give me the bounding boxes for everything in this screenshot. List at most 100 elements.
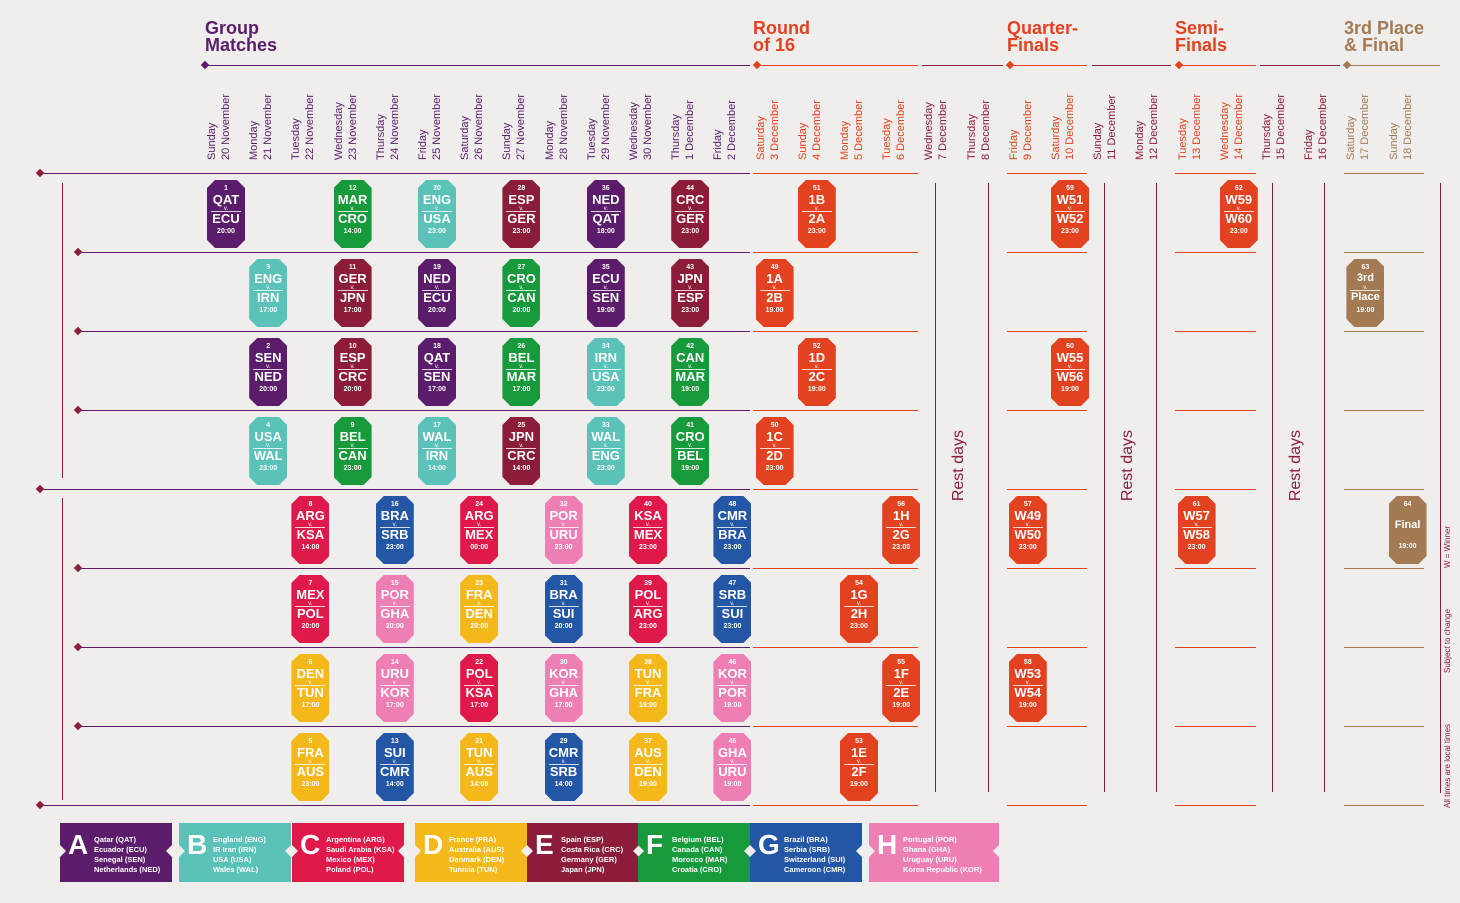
match-card[interactable]: 47 SRB v. SUI 23:00 <box>713 575 752 643</box>
group-letter: B <box>187 829 208 860</box>
day-name: Sunday <box>796 122 809 160</box>
match-card[interactable]: 41 CRO v. BEL 19:00 <box>671 417 710 485</box>
match-card[interactable]: 34 IRN v. USA 23:00 <box>586 338 625 406</box>
match-card[interactable]: 11 GER v. JPN 17:00 <box>333 259 372 327</box>
match-card[interactable]: 57 W49 v. W50 23:00 <box>1008 496 1047 564</box>
match-card[interactable]: 58 W53 v. W54 19:00 <box>1008 654 1047 722</box>
match-card[interactable]: 15 POR v. GHA 20:00 <box>375 575 414 643</box>
match-card[interactable]: 60 W55 v. W56 19:00 <box>1051 338 1089 406</box>
match-card[interactable]: 49 1A v. 2B 19:00 <box>755 259 794 327</box>
team-away: MEX <box>465 527 494 542</box>
match-card[interactable]: 56 1H v. 2G 23:00 <box>882 496 921 564</box>
match-number: 48 <box>728 501 737 508</box>
match-card[interactable]: 2 SEN v. NED 20:00 <box>249 338 288 406</box>
day-name: Wednesday <box>923 102 936 160</box>
kickoff-time: 17:00 <box>428 386 446 393</box>
versus-mark: v. <box>548 680 579 686</box>
row-divider <box>753 726 918 727</box>
match-card[interactable]: 21 TUN v. AUS 14:00 <box>460 733 499 801</box>
match-card[interactable]: 27 CRO v. CAN 20:00 <box>502 259 541 327</box>
match-card[interactable]: 17 WAL v. IRN 14:00 <box>418 417 456 485</box>
match-number: 52 <box>812 343 821 350</box>
match-card[interactable]: 48 CMR v. BRA 23:00 <box>713 496 752 564</box>
match-card[interactable]: 12 MAR v. CRO 14:00 <box>333 180 372 248</box>
match-card[interactable]: 59 W51 v. W52 23:00 <box>1051 180 1089 248</box>
kickoff-time: 19:00 <box>807 386 826 393</box>
match-card[interactable]: 4 USA v. WAL 23:00 <box>249 417 288 485</box>
team-away: DEN <box>465 606 493 621</box>
match-card[interactable]: 10 ESP v. CRC 20:00 <box>333 338 372 406</box>
match-card[interactable]: 30 KOR v. GHA 17:00 <box>544 654 583 722</box>
match-number: 50 <box>770 422 779 429</box>
match-card[interactable]: 8 ARG v. KSA 14:00 <box>291 496 330 564</box>
team-away: ECU <box>212 211 240 226</box>
match-card[interactable]: 53 1E v. 2F 19:00 <box>840 733 878 801</box>
match-card[interactable]: 20 ENG v. USA 23:00 <box>418 180 456 248</box>
match-card[interactable]: 46 KOR v. POR 19:00 <box>713 654 752 722</box>
day-header: Thursday 1 December <box>669 78 711 160</box>
team-away: SRB <box>549 764 578 779</box>
match-card[interactable]: 14 URU v. KOR 17:00 <box>375 654 414 722</box>
match-card[interactable]: 35 ECU v. SEN 19:00 <box>586 259 625 327</box>
versus-mark: v. <box>295 680 326 686</box>
match-card[interactable]: 51 1B v. 2A 23:00 <box>797 180 836 248</box>
match-card[interactable]: 37 AUS v. DEN 19:00 <box>629 733 667 801</box>
match-card[interactable]: 3 ENG v. IRN 17:00 <box>249 259 288 327</box>
day-label: Monday 21 November <box>247 78 277 160</box>
match-card[interactable]: 52 1D v. 2C 19:00 <box>797 338 836 406</box>
match-card[interactable]: 39 POL v. ARG 23:00 <box>629 575 667 643</box>
match-card[interactable]: 38 TUN v. FRA 19:00 <box>629 654 667 722</box>
match-card[interactable]: 25 JPN v. CRC 14:00 <box>502 417 541 485</box>
match-card[interactable]: 61 W57 v. W58 23:00 <box>1177 496 1216 564</box>
team-away: DEN <box>634 764 662 779</box>
team-home: URU <box>380 666 409 681</box>
kickoff-time: 19:00 <box>681 386 700 393</box>
match-card[interactable]: 26 BEL v. MAR 17:00 <box>502 338 541 406</box>
row-divider <box>40 489 750 490</box>
match-card[interactable]: 19 NED v. ECU 20:00 <box>418 259 456 327</box>
match-card[interactable]: 40 KSA v. MEX 23:00 <box>629 496 667 564</box>
day-header: Tuesday 13 December <box>1176 78 1218 160</box>
match-card[interactable]: 36 NED v. QAT 18:00 <box>586 180 625 248</box>
match-card[interactable]: 54 1G v. 2H 23:00 <box>840 575 878 643</box>
match-card[interactable]: 64 Final 19:00 <box>1388 496 1427 564</box>
match-number: 13 <box>390 738 399 745</box>
team-home: IRN <box>594 350 617 365</box>
match-card[interactable]: 16 BRA v. SRB 23:00 <box>375 496 414 564</box>
match-card[interactable]: 44 CRC v. GER 23:00 <box>671 180 710 248</box>
match-card[interactable]: 18 QAT v. SEN 17:00 <box>418 338 456 406</box>
match-card[interactable]: 55 1F v. 2E 19:00 <box>882 654 921 722</box>
team-home: 1C <box>766 429 783 444</box>
match-card[interactable]: 45 GHA v. URU 19:00 <box>713 733 752 801</box>
match-card[interactable]: 42 CAN v. MAR 19:00 <box>671 338 710 406</box>
match-card[interactable]: 5 FRA v. AUS 23:00 <box>291 733 330 801</box>
group-team: Mexico (MEX) <box>326 855 375 864</box>
team-away: 2G <box>892 527 910 542</box>
match-card[interactable]: 1 QAT v. ECU 20:00 <box>207 180 245 248</box>
row-divider <box>78 331 750 332</box>
match-card[interactable]: 24 ARG v. MEX 00:00 <box>460 496 499 564</box>
match-number: 16 <box>390 501 399 508</box>
match-card[interactable]: 6 DEN v. TUN 17:00 <box>291 654 330 722</box>
match-card[interactable]: 32 POR v. URU 23:00 <box>544 496 583 564</box>
match-card[interactable]: 43 JPN v. ESP 23:00 <box>671 259 710 327</box>
match-card[interactable]: 29 CMR v. SRB 14:00 <box>544 733 583 801</box>
row-divider <box>78 726 750 727</box>
match-card[interactable]: 9 BEL v. CAN 23:00 <box>333 417 372 485</box>
match-card[interactable]: 13 SUI v. CMR 14:00 <box>375 733 414 801</box>
match-card[interactable]: 23 FRA v. DEN 20:00 <box>460 575 499 643</box>
day-date: 26 November <box>473 93 486 160</box>
match-card[interactable]: 22 POL v. KSA 17:00 <box>460 654 499 722</box>
match-card[interactable]: 63 3rd v. Place 19:00 <box>1346 259 1385 327</box>
team-away: USA <box>423 211 451 226</box>
group-teams: Argentina (ARG) Saudi Arabia (KSA) Mexico … <box>326 835 394 875</box>
match-card[interactable]: 50 1C v. 2D 23:00 <box>755 417 794 485</box>
match-card[interactable]: 7 MEX v. POL 20:00 <box>291 575 330 643</box>
match-card[interactable]: 28 ESP v. GER 23:00 <box>502 180 541 248</box>
match-card[interactable]: 33 WAL v. ENG 23:00 <box>586 417 625 485</box>
team-away: BEL <box>677 448 704 463</box>
team-home: ECU <box>592 271 620 286</box>
match-card[interactable]: 31 BRA v. SUI 20:00 <box>544 575 583 643</box>
group-team: Australia (AUS) <box>449 845 505 854</box>
match-card[interactable]: 62 W59 v. W60 23:00 <box>1219 180 1258 248</box>
